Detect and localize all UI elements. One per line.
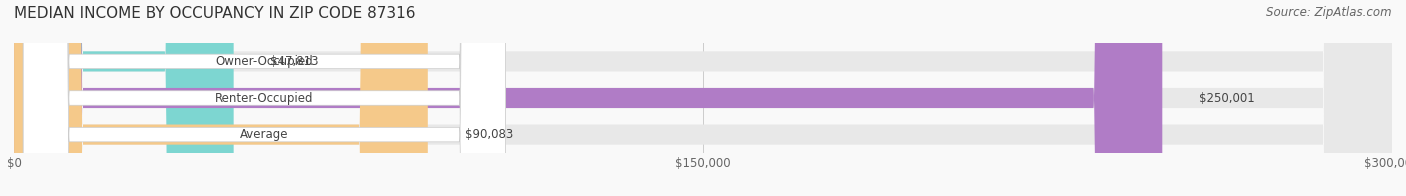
Text: Source: ZipAtlas.com: Source: ZipAtlas.com [1267, 6, 1392, 19]
Text: Average: Average [240, 128, 288, 141]
FancyBboxPatch shape [24, 0, 506, 196]
FancyBboxPatch shape [14, 0, 1163, 196]
FancyBboxPatch shape [14, 0, 427, 196]
FancyBboxPatch shape [24, 0, 506, 196]
Text: $47,813: $47,813 [270, 55, 319, 68]
FancyBboxPatch shape [14, 0, 1392, 196]
FancyBboxPatch shape [14, 0, 1392, 196]
FancyBboxPatch shape [14, 0, 233, 196]
Text: MEDIAN INCOME BY OCCUPANCY IN ZIP CODE 87316: MEDIAN INCOME BY OCCUPANCY IN ZIP CODE 8… [14, 6, 416, 21]
Text: $250,001: $250,001 [1199, 92, 1254, 104]
Text: Owner-Occupied: Owner-Occupied [215, 55, 314, 68]
FancyBboxPatch shape [14, 0, 1392, 196]
Text: Renter-Occupied: Renter-Occupied [215, 92, 314, 104]
FancyBboxPatch shape [24, 0, 506, 196]
Text: $90,083: $90,083 [464, 128, 513, 141]
